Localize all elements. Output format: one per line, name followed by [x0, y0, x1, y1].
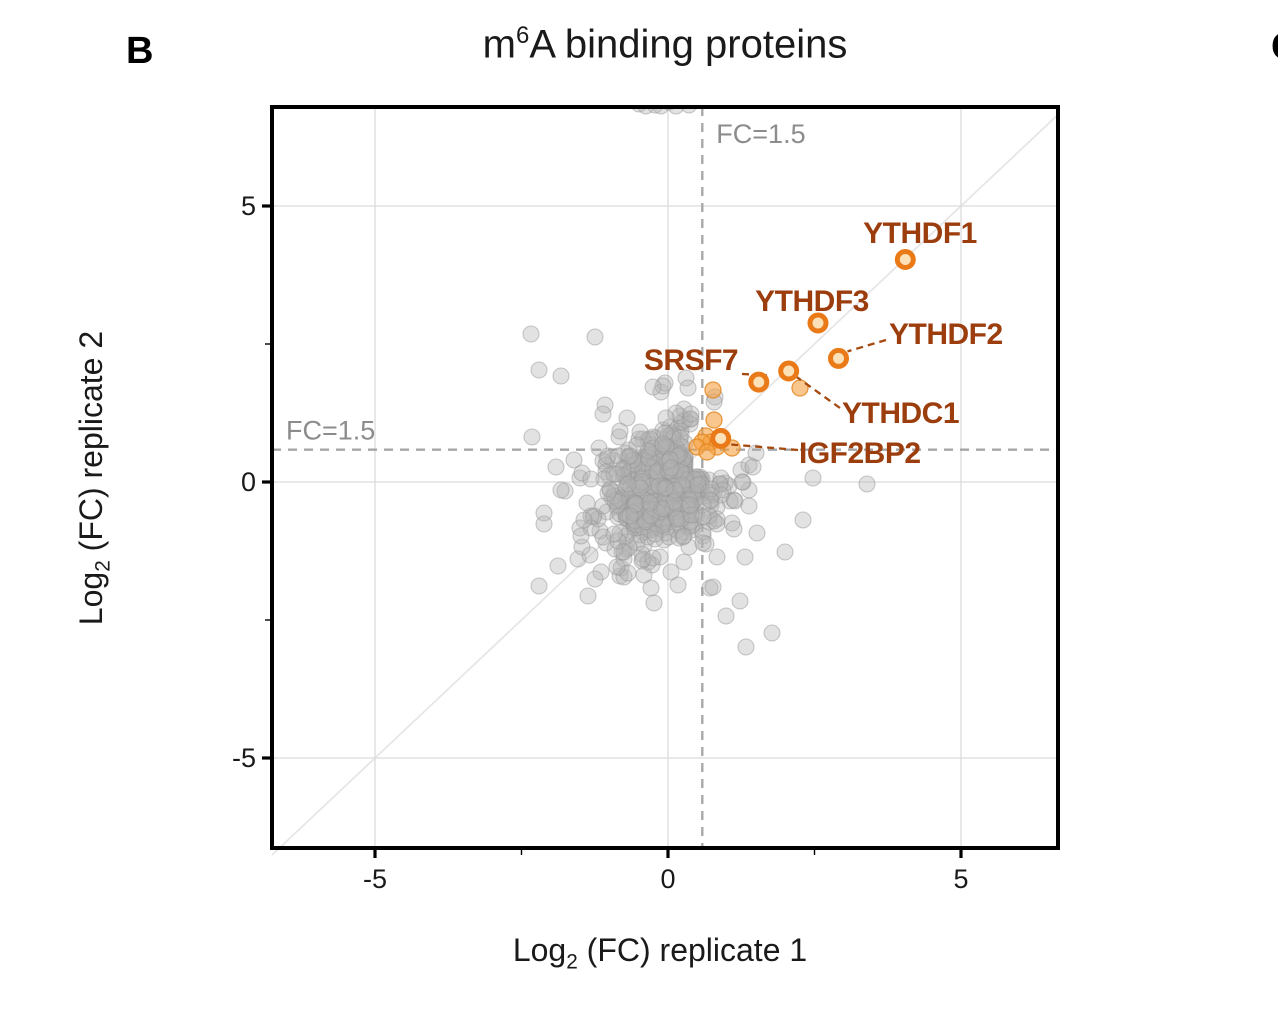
- svg-text:YTHDF1: YTHDF1: [863, 217, 977, 250]
- svg-text:FC=1.5: FC=1.5: [286, 416, 375, 446]
- svg-text:FC=1.5: FC=1.5: [716, 119, 805, 149]
- svg-text:YTHDF2: YTHDF2: [889, 318, 1003, 351]
- svg-text:SRSF7: SRSF7: [644, 344, 738, 377]
- svg-text:IGF2BP2: IGF2BP2: [799, 437, 921, 470]
- svg-text:5: 5: [241, 191, 256, 221]
- svg-text:0: 0: [660, 864, 675, 894]
- svg-text:0: 0: [241, 467, 256, 497]
- svg-text:YTHDC1: YTHDC1: [842, 397, 959, 430]
- svg-text:YTHDF3: YTHDF3: [755, 285, 869, 318]
- svg-text:-5: -5: [232, 743, 256, 773]
- svg-text:-5: -5: [363, 864, 387, 894]
- svg-text:5: 5: [953, 864, 968, 894]
